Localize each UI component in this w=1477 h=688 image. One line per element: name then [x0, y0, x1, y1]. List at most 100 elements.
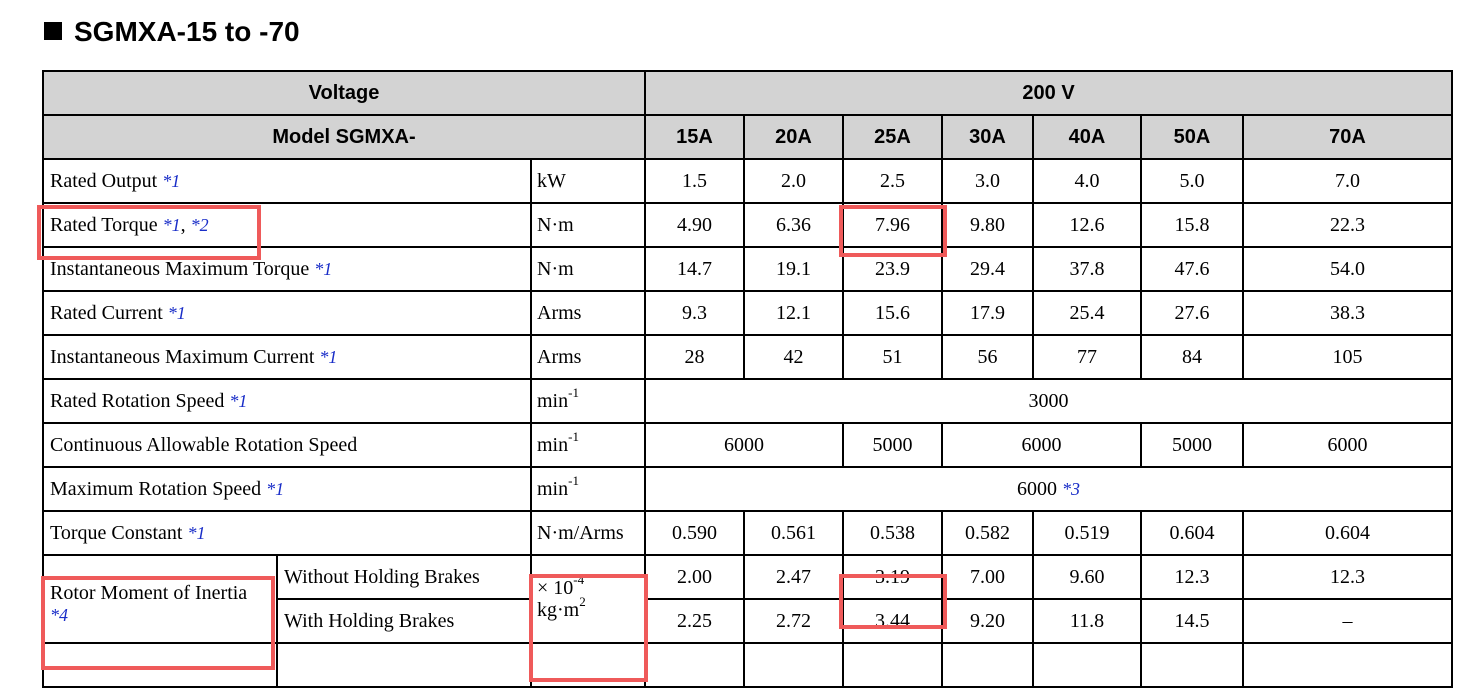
value-cell: 6.36: [743, 202, 845, 248]
value-cell: 15.6: [842, 290, 944, 336]
footnote-link[interactable]: *3: [1062, 479, 1081, 499]
torque-constant-row: Torque Constant *1 N·m/Arms 0.590 0.561 …: [42, 510, 1454, 556]
with-brakes-label: With Holding Brakes: [276, 598, 532, 644]
value-cell: 29.4: [941, 246, 1035, 292]
rated-current-label: Rated Current *1: [42, 290, 532, 336]
value-cell: 22.3: [1242, 202, 1454, 248]
value-cell: 9.60: [1032, 554, 1143, 600]
square-bullet-icon: [44, 22, 62, 40]
value-cell: 0.561: [743, 510, 845, 556]
model-30a: 30A: [941, 114, 1035, 160]
value-cell: 12.3: [1242, 554, 1454, 600]
without-brakes-label: Without Holding Brakes: [276, 554, 532, 600]
footnote-link[interactable]: *1: [167, 303, 186, 323]
model-50a: 50A: [1140, 114, 1245, 160]
value-cell: 3.0: [941, 158, 1035, 204]
rated-rotation-speed-row: Rated Rotation Speed *1 min-1 3000: [42, 378, 1454, 424]
value-cell: 0.604: [1140, 510, 1245, 556]
value-cell: 0.604: [1242, 510, 1454, 556]
value-cell: 0.519: [1032, 510, 1143, 556]
value-cell: 2.5: [842, 158, 944, 204]
model-label: Model SGMXA-: [41, 114, 647, 160]
voltage-row: Voltage 200 V: [41, 70, 1454, 116]
value-cell: 27.6: [1140, 290, 1245, 336]
value-cell: 7.0: [1242, 158, 1454, 204]
footnote-link[interactable]: *1: [314, 259, 333, 279]
value-cell: 5000: [842, 422, 944, 468]
rated-rotation-speed-label: Rated Rotation Speed *1: [42, 378, 532, 424]
page-title: SGMXA-15 to -70: [44, 14, 300, 50]
unit-cell: min-1: [529, 422, 647, 468]
value-cell: 9.3: [644, 290, 746, 336]
rated-output-label: Rated Output *1: [42, 158, 532, 204]
value-cell: –: [1242, 598, 1454, 644]
max-rotation-speed-label: Maximum Rotation Speed *1: [42, 466, 532, 512]
unit-cell: × 10-4 kg·m2: [529, 554, 647, 644]
unit-cell: N·m: [529, 202, 647, 248]
value-cell: 14.5: [1140, 598, 1245, 644]
value-cell: 3.19: [842, 554, 944, 600]
rated-output-row: Rated Output *1 kW 1.5 2.0 2.5 3.0 4.0 5…: [42, 158, 1454, 204]
instantaneous-max-torque-label: Instantaneous Maximum Torque *1: [42, 246, 532, 292]
instantaneous-max-current-row: Instantaneous Maximum Current *1 Arms 28…: [42, 334, 1454, 380]
value-cell: 15.8: [1140, 202, 1245, 248]
value-cell: 51: [842, 334, 944, 380]
footnote-link[interactable]: *1: [229, 391, 248, 411]
value-cell: 7.96: [842, 202, 944, 248]
model-20a: 20A: [743, 114, 845, 160]
value-cell: 6000 *3: [644, 466, 1454, 512]
unit-cell: Arms: [529, 290, 647, 336]
value-cell: 105: [1242, 334, 1454, 380]
unit-cell: N·m: [529, 246, 647, 292]
footnote-link[interactable]: *2: [190, 215, 209, 235]
footnote-link[interactable]: *1: [319, 347, 338, 367]
unit-cell: min-1: [529, 466, 647, 512]
table-continuation-row: [42, 642, 1454, 688]
value-cell: 2.25: [644, 598, 746, 644]
max-rotation-speed-row: Maximum Rotation Speed *1 min-1 6000 *3: [42, 466, 1454, 512]
model-40a: 40A: [1032, 114, 1143, 160]
value-cell: 38.3: [1242, 290, 1454, 336]
value-cell: 11.8: [1032, 598, 1143, 644]
rated-torque-label: Rated Torque *1, *2: [42, 202, 532, 248]
instantaneous-max-torque-row: Instantaneous Maximum Torque *1 N·m 14.7…: [42, 246, 1454, 292]
model-15a: 15A: [644, 114, 746, 160]
instantaneous-max-current-label: Instantaneous Maximum Current *1: [42, 334, 532, 380]
unit-cell: min-1: [529, 378, 647, 424]
value-cell: 2.47: [743, 554, 845, 600]
model-row: Model SGMXA- 15A 20A 25A 30A 40A 50A 70A: [41, 114, 1454, 160]
rotor-inertia-without-brakes-row: Rotor Moment of Inertia *4 Without Holdin…: [42, 554, 1454, 644]
page-title-text: SGMXA-15 to -70: [74, 16, 300, 47]
value-cell: 1.5: [644, 158, 746, 204]
continuous-rotation-speed-label: Continuous Allowable Rotation Speed: [42, 422, 532, 468]
value-cell: 12.3: [1140, 554, 1245, 600]
value-cell: 56: [941, 334, 1035, 380]
specifications-table: Voltage 200 V Model SGMXA- 15A 20A 25A 3…: [41, 70, 1454, 688]
rotor-inertia-label: Rotor Moment of Inertia *4: [42, 554, 278, 644]
value-cell: 42: [743, 334, 845, 380]
footnote-link[interactable]: *1: [162, 215, 181, 235]
value-cell: 23.9: [842, 246, 944, 292]
value-cell: 12.6: [1032, 202, 1143, 248]
rated-torque-row: Rated Torque *1, *2 N·m 4.90 6.36 7.96 9…: [42, 202, 1454, 248]
continuous-rotation-speed-row: Continuous Allowable Rotation Speed min-…: [42, 422, 1454, 468]
value-cell: 4.0: [1032, 158, 1143, 204]
value-cell: 37.8: [1032, 246, 1143, 292]
footnote-link[interactable]: *1: [266, 479, 285, 499]
value-cell: 2.0: [743, 158, 845, 204]
value-cell: 9.20: [941, 598, 1035, 644]
value-cell: 0.582: [941, 510, 1035, 556]
value-cell: 14.7: [644, 246, 746, 292]
value-cell: 84: [1140, 334, 1245, 380]
footnote-link[interactable]: *1: [162, 171, 181, 191]
footnote-link[interactable]: *1: [187, 523, 206, 543]
model-25a: 25A: [842, 114, 944, 160]
value-cell: 19.1: [743, 246, 845, 292]
voltage-label: Voltage: [41, 70, 647, 116]
value-cell: 9.80: [941, 202, 1035, 248]
value-cell: 5.0: [1140, 158, 1245, 204]
value-cell: 4.90: [644, 202, 746, 248]
footnote-link[interactable]: *4: [50, 605, 68, 625]
value-cell: 7.00: [941, 554, 1035, 600]
voltage-value: 200 V: [644, 70, 1454, 116]
